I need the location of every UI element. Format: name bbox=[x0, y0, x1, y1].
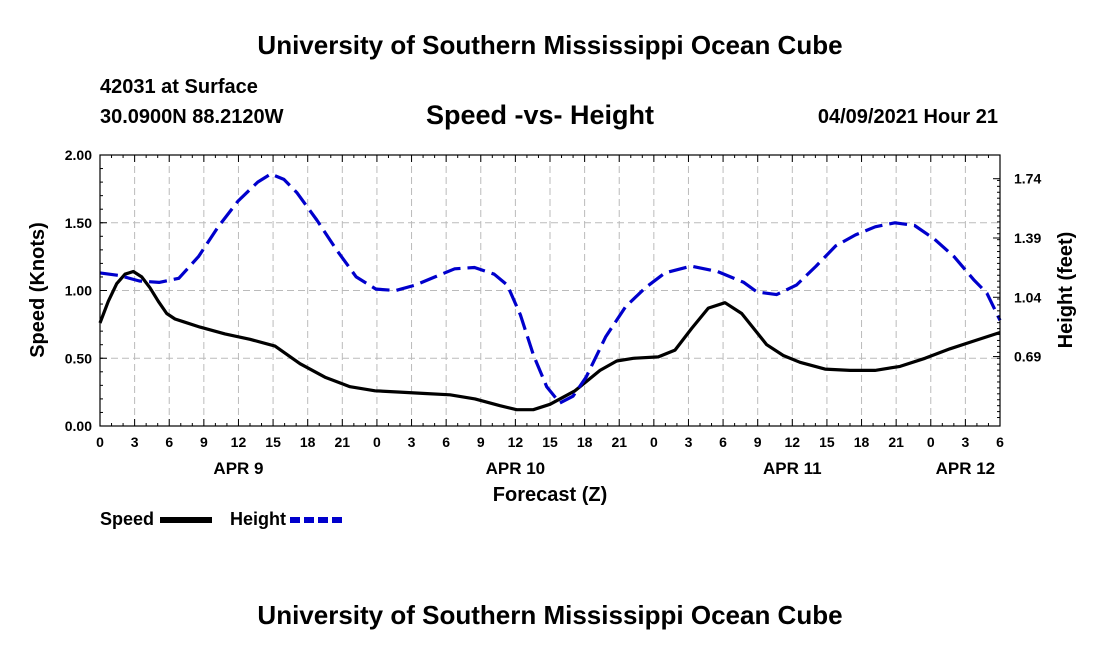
height-series-line bbox=[99, 172, 1002, 405]
x-tick-label: 18 bbox=[854, 434, 870, 450]
date-label: APR 12 bbox=[936, 459, 996, 478]
x-tick-label: 9 bbox=[754, 434, 762, 450]
x-tick-label: 0 bbox=[927, 434, 935, 450]
station-label: 42031 at Surface bbox=[100, 76, 258, 98]
y2-axis-title: Height (feet) bbox=[1055, 232, 1077, 349]
y-tick-label: 2.00 bbox=[65, 147, 92, 163]
x-tick-label: 9 bbox=[477, 434, 485, 450]
date-label: APR 9 bbox=[213, 459, 263, 478]
y-axis-title: Speed (Knots) bbox=[27, 222, 49, 358]
legend-height-label: Height bbox=[230, 509, 286, 529]
y-tick-label: 0.50 bbox=[65, 350, 92, 366]
date-label: APR 10 bbox=[486, 459, 546, 478]
x-tick-label: 6 bbox=[165, 434, 173, 450]
x-tick-label: 12 bbox=[231, 434, 247, 450]
legend-speed-label: Speed bbox=[100, 509, 154, 529]
y2-tick-label: 1.74 bbox=[1014, 171, 1041, 187]
x-tick-label: 0 bbox=[373, 434, 381, 450]
forecast-datetime: 04/09/2021 Hour 21 bbox=[817, 106, 998, 128]
grid bbox=[100, 155, 1000, 426]
x-tick-label: 6 bbox=[442, 434, 450, 450]
x-tick-label: 12 bbox=[785, 434, 801, 450]
top-title: University of Southern Mississippi Ocean… bbox=[257, 30, 843, 60]
x-tick-label: 21 bbox=[888, 434, 904, 450]
x-tick-label: 18 bbox=[577, 434, 593, 450]
x-tick-label: 3 bbox=[131, 434, 139, 450]
x-tick-label: 6 bbox=[996, 434, 1004, 450]
axes: 0 3 6 9 12 15 18 21 0 3 6 9 12 15 18 21 0 3 6 9 12 15 18 21 0 3 6A… bbox=[65, 147, 1042, 478]
x-tick-label: 0 bbox=[650, 434, 658, 450]
series-layer bbox=[98, 172, 1002, 412]
x-tick-label: 6 bbox=[719, 434, 727, 450]
y2-tick-label: 0.69 bbox=[1014, 349, 1041, 365]
y2-tick-label: 1.04 bbox=[1014, 289, 1041, 305]
x-tick-label: 3 bbox=[961, 434, 969, 450]
y2-tick-label: 1.39 bbox=[1014, 230, 1041, 246]
x-tick-label: 21 bbox=[611, 434, 627, 450]
y-tick-label: 1.00 bbox=[65, 283, 92, 299]
x-tick-label: 9 bbox=[200, 434, 208, 450]
x-tick-label: 0 bbox=[96, 434, 104, 450]
station-coordinates: 30.0900N 88.2120W bbox=[100, 106, 284, 128]
x-tick-label: 15 bbox=[542, 434, 558, 450]
y-tick-label: 0.00 bbox=[65, 418, 92, 434]
x-tick-label: 18 bbox=[300, 434, 316, 450]
x-tick-label: 21 bbox=[335, 434, 351, 450]
legend: Speed Height bbox=[100, 509, 342, 529]
bottom-title: University of Southern Mississippi Ocean… bbox=[257, 600, 843, 630]
x-tick-label: 12 bbox=[508, 434, 524, 450]
date-label: APR 11 bbox=[763, 459, 822, 478]
speed-series-line bbox=[98, 269, 1001, 412]
x-tick-label: 15 bbox=[265, 434, 281, 450]
x-tick-label: 3 bbox=[685, 434, 693, 450]
x-tick-label: 3 bbox=[408, 434, 416, 450]
y-tick-label: 1.50 bbox=[65, 215, 92, 231]
x-tick-label: 15 bbox=[819, 434, 835, 450]
chart-subtitle: Speed -vs- Height bbox=[426, 100, 655, 130]
x-axis-title: Forecast (Z) bbox=[493, 484, 607, 506]
